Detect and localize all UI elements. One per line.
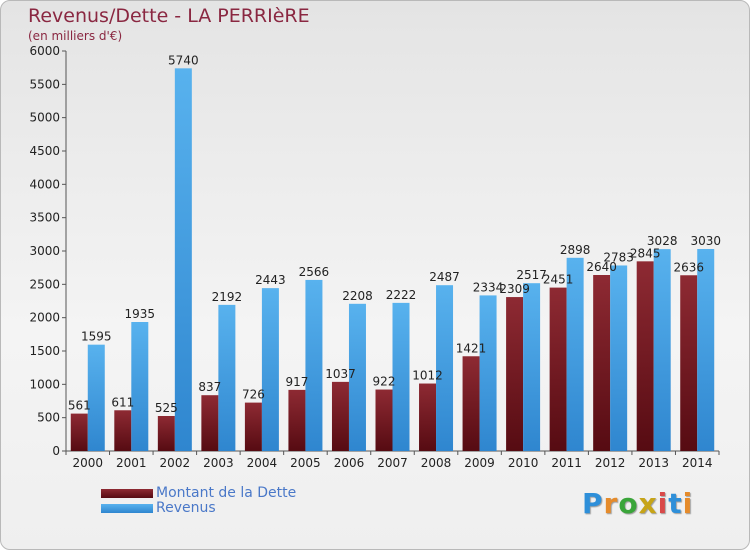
x-tick-label: 2009 [464, 456, 495, 470]
y-tick-label: 6000 [29, 44, 60, 58]
x-tick-label: 2013 [638, 456, 669, 470]
data-label-dette: 2845 [630, 246, 661, 260]
x-tick-label: 2011 [551, 456, 582, 470]
bar-dette [331, 381, 349, 451]
y-tick-label: 500 [37, 411, 60, 425]
x-tick-label: 2001 [116, 456, 147, 470]
legend-swatch-debt [101, 489, 153, 498]
legend-label-revenus: Revenus [156, 500, 216, 516]
bar-revenus [131, 322, 149, 451]
data-label-dette: 525 [155, 401, 178, 415]
chart-title: Revenus/Dette - LA PERRIèRE [28, 5, 310, 27]
y-tick-label: 1000 [29, 377, 60, 391]
bar-dette [288, 389, 306, 451]
bar-dette [70, 413, 88, 451]
data-label-revenus: 1935 [125, 307, 156, 321]
bar-revenus [697, 249, 715, 451]
data-label-dette: 1037 [325, 367, 356, 381]
bar-dette [114, 410, 132, 451]
data-label-dette: 2451 [543, 273, 574, 287]
y-tick-label: 4500 [29, 144, 60, 158]
y-tick-label: 5500 [29, 77, 60, 91]
data-label-revenus: 2783 [603, 250, 634, 264]
y-tick-label: 2000 [29, 311, 60, 325]
legend-label-debt: Montant de la Dette [156, 485, 297, 501]
data-label-dette: 1012 [412, 369, 443, 383]
bars [70, 68, 715, 451]
data-labels: 561 611 525 837 726 917 1037 922 1012 1421 2309 245… [68, 53, 721, 415]
bar-revenus [348, 303, 366, 451]
bar-revenus [218, 304, 236, 451]
data-label-dette: 1421 [456, 341, 487, 355]
bar-dette [201, 395, 219, 451]
bar-revenus [392, 302, 410, 451]
data-label-revenus: 2487 [429, 270, 460, 284]
chart-subtitle: (en milliers d'€) [28, 29, 123, 43]
bar-revenus [523, 283, 541, 451]
bar-dette [462, 356, 480, 451]
bar-revenus [436, 285, 454, 451]
data-label-dette: 917 [285, 375, 308, 389]
bar-dette [419, 383, 437, 451]
data-label-dette: 922 [373, 375, 396, 389]
x-tick-label: 2007 [377, 456, 408, 470]
bar-dette [636, 261, 654, 451]
data-label-dette: 837 [198, 380, 221, 394]
data-label-revenus: 2566 [299, 265, 330, 279]
data-label-revenus: 3030 [690, 234, 721, 248]
x-tick-label: 2006 [334, 456, 365, 470]
y-tick-label: 5000 [29, 111, 60, 125]
y-tick-label: 1500 [29, 344, 60, 358]
x-tick-label: 2000 [72, 456, 103, 470]
x-tick-label: 2012 [595, 456, 626, 470]
bar-revenus [566, 257, 584, 451]
data-label-revenus: 2208 [342, 289, 373, 303]
x-tick-label: 2004 [247, 456, 278, 470]
data-label-revenus: 2898 [560, 243, 591, 257]
data-label-dette: 2636 [673, 260, 704, 274]
data-label-dette: 611 [111, 395, 134, 409]
data-label-dette: 2309 [499, 282, 530, 296]
bar-dette [244, 402, 262, 451]
data-label-revenus: 3028 [647, 234, 678, 248]
data-label-revenus: 2517 [516, 268, 547, 282]
data-label-revenus: 2443 [255, 273, 286, 287]
x-tick-label: 2005 [290, 456, 321, 470]
legend-swatch-revenus [101, 504, 153, 513]
bar-dette [157, 416, 175, 451]
y-tick-label: 4000 [29, 177, 60, 191]
bar-dette [506, 297, 524, 451]
x-tick-label: 2008 [421, 456, 452, 470]
bar-revenus [610, 265, 628, 451]
x-tick-label: 2002 [160, 456, 191, 470]
bar-revenus [87, 344, 105, 451]
data-label-dette: 561 [68, 399, 91, 413]
x-tick-label: 2003 [203, 456, 234, 470]
y-tick-label: 3000 [29, 244, 60, 258]
data-label-dette: 2640 [586, 260, 617, 274]
data-label-revenus: 2192 [212, 290, 243, 304]
bar-revenus [479, 295, 497, 451]
data-label-revenus: 1595 [81, 330, 112, 344]
data-label-dette: 726 [242, 388, 265, 402]
data-label-revenus: 2334 [473, 280, 504, 294]
bar-revenus [261, 288, 279, 451]
bar-dette [375, 389, 393, 451]
x-tick-label: 2014 [682, 456, 713, 470]
proxiti-logo: Proxiti [582, 487, 694, 520]
bar-dette [680, 275, 698, 451]
y-tick-label: 2500 [29, 277, 60, 291]
y-tick-label: 0 [52, 444, 60, 458]
bar-dette [593, 275, 611, 451]
data-label-revenus: 5740 [168, 53, 199, 67]
y-tick-label: 3500 [29, 211, 60, 225]
bar-revenus [174, 68, 192, 451]
bar-revenus [305, 279, 323, 451]
x-tick-label: 2010 [508, 456, 539, 470]
data-label-revenus: 2222 [386, 288, 417, 302]
bar-revenus [653, 249, 671, 451]
bar-dette [549, 287, 567, 451]
